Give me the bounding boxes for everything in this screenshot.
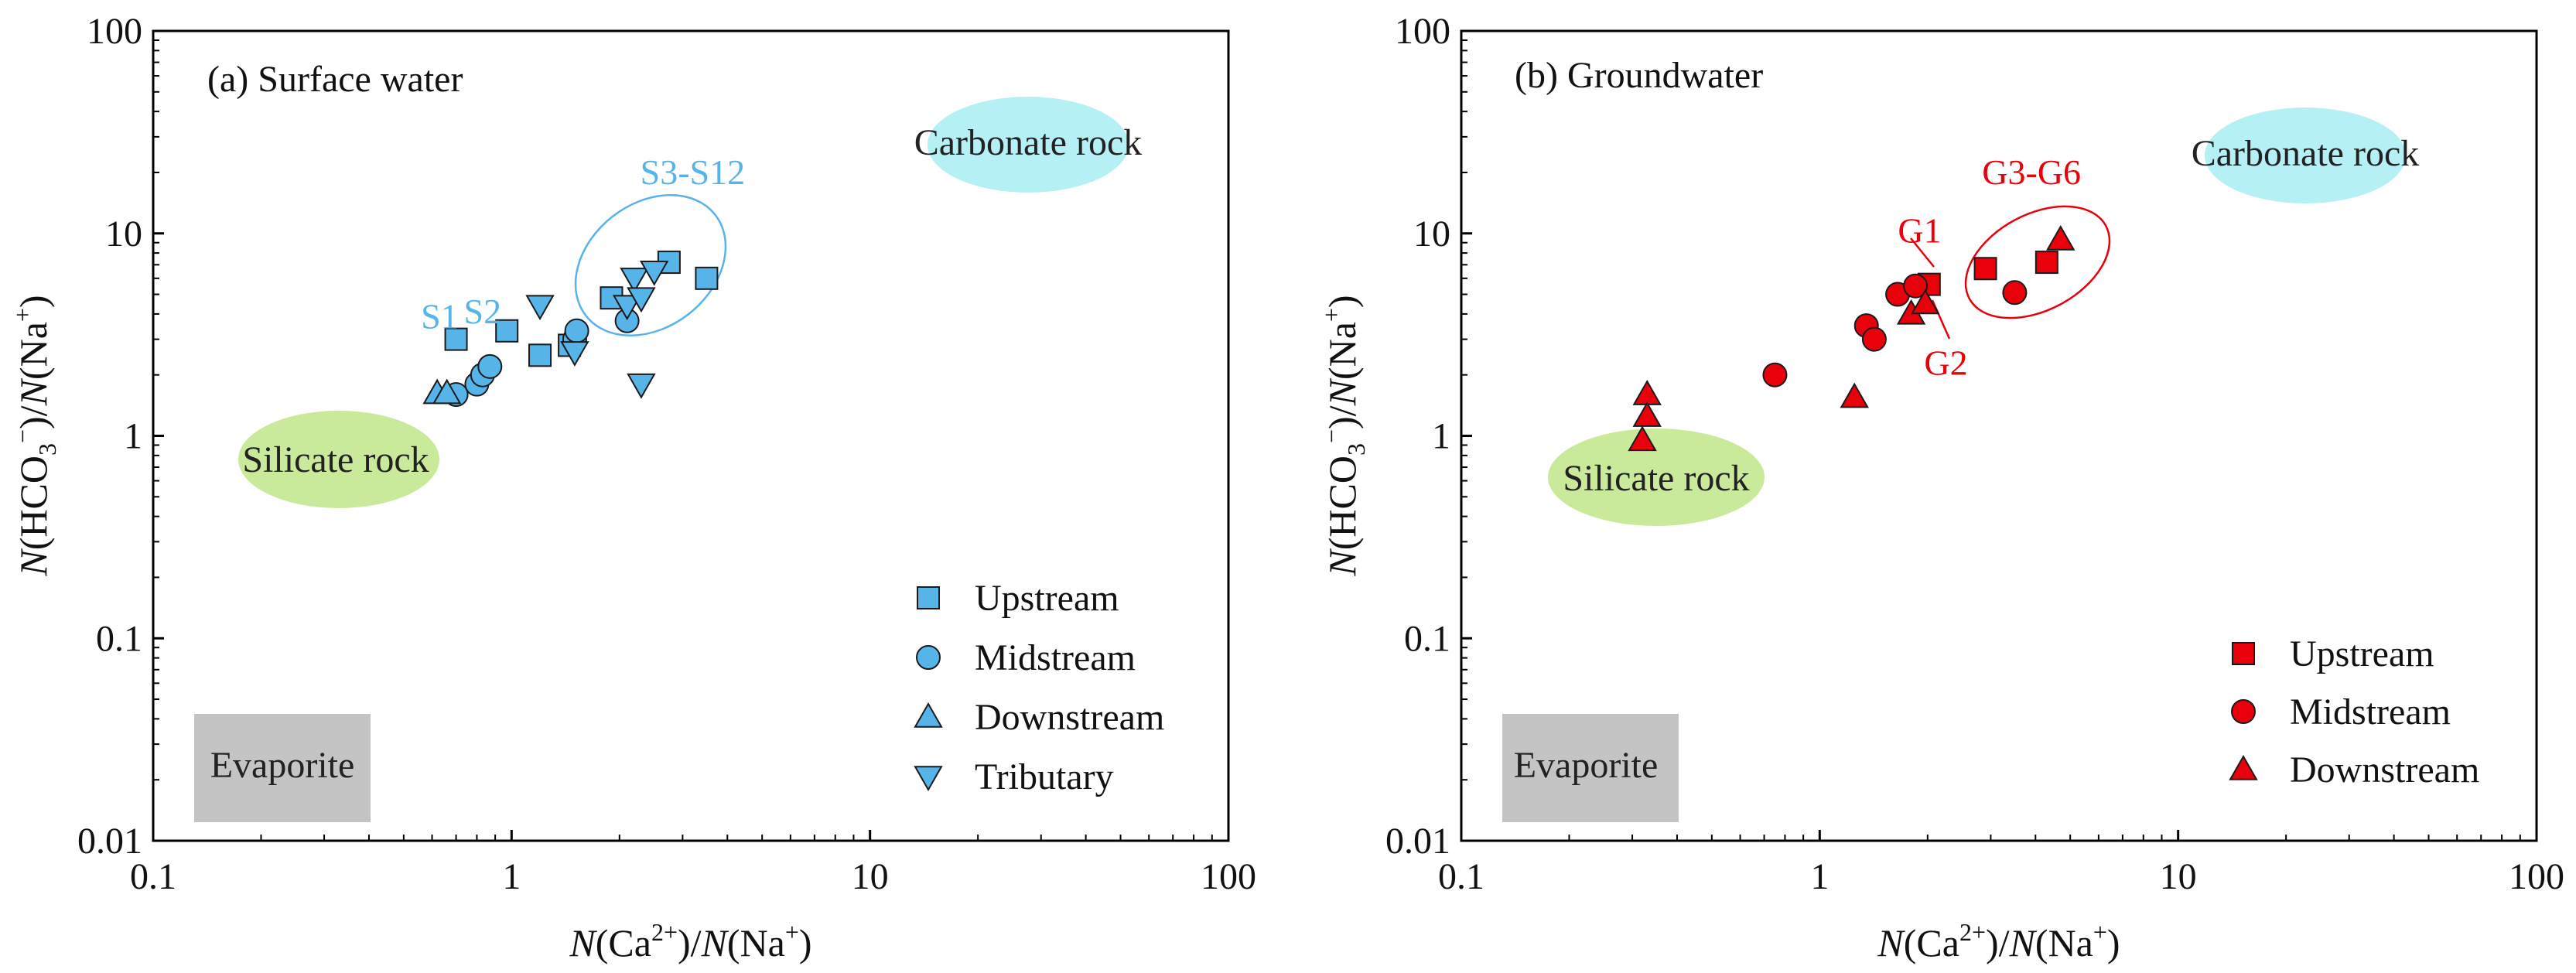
tributary-point [560, 341, 589, 367]
data-marks-a [422, 251, 719, 408]
midstream-point [564, 318, 589, 343]
g1-leader-line [1910, 237, 1935, 268]
upstream-point [2034, 251, 2058, 275]
point-annotation: S3-S12 [641, 152, 745, 192]
y-tick-label: 10 [105, 213, 142, 254]
annotations-b: G1 G2 G3-G6 [1898, 152, 2081, 383]
y-axis-label-a: N(HCO3−)/N(Na+) [9, 295, 61, 576]
upstream-point [1973, 257, 1997, 281]
y-tick-label: 100 [1395, 11, 1450, 52]
tributary-point [620, 268, 649, 293]
panel-title-b: (b) Groundwater [1515, 55, 1763, 96]
legend-marker [2229, 754, 2258, 780]
silicate-rock-region [1548, 428, 1765, 526]
point-annotation: G3-G6 [1982, 152, 2081, 192]
evaporite-label: Evaporite [210, 745, 355, 786]
tributary-point [627, 373, 656, 399]
midstream-point [1762, 362, 1788, 387]
legend-label: Downstream [2290, 749, 2479, 790]
point-annotation: G2 [1924, 343, 1967, 383]
x-tick-label: 100 [1201, 856, 1256, 897]
x-tick-label: 10 [2160, 856, 2197, 897]
x-tick-label: 1 [502, 856, 521, 897]
point-annotation: S2 [464, 292, 502, 331]
legend-b: Upstream Midstream Downstream [2229, 633, 2479, 790]
legend-marker [914, 766, 943, 792]
tributary-point [525, 295, 555, 321]
legend-marker [917, 586, 940, 609]
midstream-point [1903, 273, 1929, 299]
legend-label: Upstream [2290, 633, 2434, 674]
panel-title-a: (a) Surface water [207, 59, 463, 100]
evaporite-region [1502, 714, 1679, 822]
tributary-point [612, 295, 642, 321]
legend-marker [914, 702, 943, 728]
silicate-rock-label: Silicate rock [242, 439, 429, 480]
y-tick-label: 0.01 [1385, 821, 1450, 862]
silicate-rock-label: Silicate rock [1563, 458, 1749, 499]
x-axis-label-b: N(Ca2+)/N(Na+) [1877, 918, 2120, 964]
evaporite-region [194, 714, 371, 822]
y-tick-label: 0.1 [96, 618, 142, 659]
downstream-point [1840, 382, 1869, 408]
upstream-point [695, 266, 719, 290]
legend-label: Midstream [975, 637, 1136, 678]
silicate-rock-region [238, 411, 439, 508]
carbonate-rock-region [928, 97, 1129, 193]
downstream-point [1632, 380, 1662, 405]
upstream-point [495, 319, 519, 343]
legend-label: Downstream [975, 697, 1164, 738]
legend-label: Midstream [2290, 691, 2451, 732]
x-tick-label: 100 [2509, 856, 2564, 897]
point-annotation: G1 [1898, 211, 1941, 251]
legend-marker [2232, 642, 2255, 665]
downstream-point [1632, 401, 1662, 427]
evaporite-label: Evaporite [1514, 745, 1659, 786]
x-axis-label-a: N(Ca2+)/N(Na+) [569, 918, 811, 964]
point-annotation: S1 [421, 296, 459, 336]
x-tick-label: 1 [1810, 856, 1829, 897]
legend-label: Tributary [975, 756, 1114, 797]
data-marks-b [1628, 224, 2075, 452]
downstream-point [1911, 288, 1940, 315]
x-tick-label: 10 [852, 856, 889, 897]
y-tick-label: 0.1 [1404, 618, 1450, 659]
downstream-point [432, 378, 462, 405]
upstream-point [444, 327, 468, 351]
midstream-point [2002, 280, 2028, 306]
y-tick-label: 100 [87, 11, 142, 52]
y-tick-label: 10 [1413, 213, 1450, 254]
tributary-point [627, 287, 656, 313]
carbonate-rock-region [2205, 108, 2406, 203]
s3-s12-group-outline [574, 194, 727, 336]
legend-a: Upstream Midstream Downstream Tributary [914, 578, 1164, 797]
y-tick-label: 0.01 [77, 821, 142, 862]
y-axis-label-b: N(HCO3−)/N(Na+) [1317, 295, 1370, 576]
g3-g6-group-outline [1964, 205, 2111, 319]
y-tick-label: 1 [124, 416, 142, 457]
tributary-point [639, 260, 669, 286]
midstream-point [1861, 326, 1887, 352]
x-tick-label: 0.1 [1438, 856, 1484, 897]
carbonate-rock-label: Carbonate rock [2192, 133, 2420, 174]
legend-marker [916, 645, 941, 670]
legend-marker [2231, 699, 2256, 724]
legend-label: Upstream [975, 578, 1119, 619]
upstream-point [528, 343, 552, 367]
midstream-point [477, 353, 503, 379]
annotations-a: S1 S2 S3-S12 [421, 152, 745, 336]
panel-groundwater: Evaporite Silicate rock Carbonate rock 0… [1317, 11, 2564, 964]
panel-surface-water: Evaporite Silicate rock Carbonate rock 0… [9, 11, 1256, 964]
downstream-point [2046, 224, 2075, 251]
y-tick-label: 1 [1432, 416, 1450, 457]
downstream-point [1628, 425, 1657, 452]
x-tick-label: 0.1 [130, 856, 176, 897]
carbonate-rock-label: Carbonate rock [914, 122, 1143, 163]
